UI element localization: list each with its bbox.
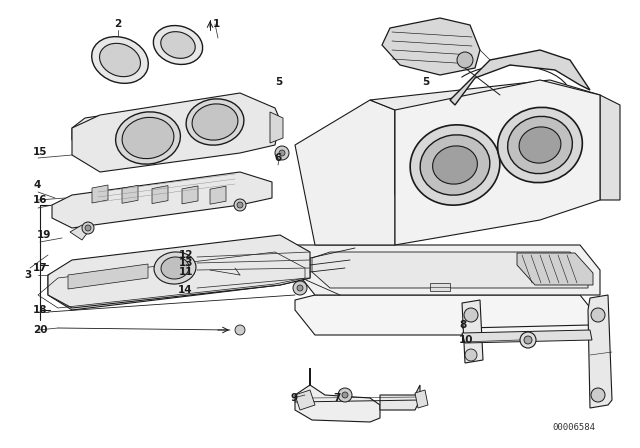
Polygon shape bbox=[295, 295, 600, 335]
Circle shape bbox=[591, 388, 605, 402]
Text: 9: 9 bbox=[291, 393, 298, 403]
Ellipse shape bbox=[433, 146, 477, 184]
Text: 10: 10 bbox=[459, 335, 474, 345]
Polygon shape bbox=[210, 186, 226, 204]
Polygon shape bbox=[370, 80, 600, 195]
Polygon shape bbox=[382, 18, 480, 75]
Polygon shape bbox=[312, 252, 588, 288]
Ellipse shape bbox=[420, 135, 490, 195]
Text: 12: 12 bbox=[179, 250, 193, 260]
Polygon shape bbox=[588, 295, 612, 408]
Polygon shape bbox=[70, 225, 88, 240]
Text: 6: 6 bbox=[274, 153, 281, 163]
Text: 00006584: 00006584 bbox=[552, 423, 595, 432]
Circle shape bbox=[342, 392, 348, 398]
Ellipse shape bbox=[161, 257, 189, 279]
Polygon shape bbox=[152, 185, 168, 203]
Polygon shape bbox=[295, 100, 395, 245]
Polygon shape bbox=[395, 80, 600, 245]
Circle shape bbox=[297, 285, 303, 291]
Circle shape bbox=[279, 150, 285, 156]
Text: 16: 16 bbox=[33, 195, 47, 205]
Ellipse shape bbox=[186, 99, 244, 145]
Polygon shape bbox=[295, 368, 380, 422]
Ellipse shape bbox=[498, 108, 582, 183]
Polygon shape bbox=[450, 50, 590, 105]
Text: 13: 13 bbox=[179, 258, 193, 268]
Polygon shape bbox=[270, 112, 283, 143]
Ellipse shape bbox=[116, 112, 180, 164]
Text: 2: 2 bbox=[115, 19, 122, 29]
Polygon shape bbox=[52, 172, 272, 228]
Ellipse shape bbox=[154, 26, 203, 65]
Polygon shape bbox=[72, 95, 280, 155]
Ellipse shape bbox=[100, 43, 140, 77]
Ellipse shape bbox=[122, 117, 174, 159]
Polygon shape bbox=[92, 185, 108, 203]
Circle shape bbox=[275, 146, 289, 160]
Polygon shape bbox=[122, 185, 138, 203]
Text: 7: 7 bbox=[333, 393, 340, 403]
Text: 5: 5 bbox=[422, 77, 429, 87]
Polygon shape bbox=[182, 186, 198, 204]
Text: 8: 8 bbox=[459, 320, 467, 330]
Circle shape bbox=[520, 332, 536, 348]
Circle shape bbox=[293, 281, 307, 295]
Polygon shape bbox=[72, 93, 280, 172]
Text: 1: 1 bbox=[213, 19, 220, 29]
Ellipse shape bbox=[519, 127, 561, 163]
Polygon shape bbox=[462, 300, 483, 363]
Ellipse shape bbox=[92, 37, 148, 83]
Text: 15: 15 bbox=[33, 147, 47, 157]
Polygon shape bbox=[68, 264, 148, 289]
Circle shape bbox=[465, 349, 477, 361]
Text: 20: 20 bbox=[33, 325, 47, 335]
Circle shape bbox=[338, 388, 352, 402]
Polygon shape bbox=[430, 283, 450, 291]
Polygon shape bbox=[295, 245, 600, 295]
Ellipse shape bbox=[410, 125, 500, 205]
Ellipse shape bbox=[508, 116, 572, 174]
Ellipse shape bbox=[192, 104, 238, 140]
Text: 5: 5 bbox=[275, 77, 282, 87]
Text: 17: 17 bbox=[33, 263, 47, 273]
Polygon shape bbox=[462, 330, 592, 343]
Text: 3: 3 bbox=[24, 270, 31, 280]
Polygon shape bbox=[48, 235, 310, 308]
Ellipse shape bbox=[154, 252, 196, 284]
Text: 19: 19 bbox=[37, 230, 51, 240]
Circle shape bbox=[235, 325, 245, 335]
Text: 18: 18 bbox=[33, 305, 47, 315]
Circle shape bbox=[464, 308, 478, 322]
Polygon shape bbox=[48, 242, 310, 310]
Text: 11: 11 bbox=[179, 267, 193, 277]
Polygon shape bbox=[380, 385, 420, 410]
Polygon shape bbox=[415, 390, 428, 408]
Circle shape bbox=[82, 222, 94, 234]
Circle shape bbox=[591, 308, 605, 322]
Polygon shape bbox=[295, 390, 315, 410]
Circle shape bbox=[457, 52, 473, 68]
Circle shape bbox=[237, 202, 243, 208]
Text: 4: 4 bbox=[33, 180, 40, 190]
Text: 14: 14 bbox=[177, 285, 192, 295]
Polygon shape bbox=[600, 95, 620, 200]
Circle shape bbox=[524, 336, 532, 344]
Polygon shape bbox=[517, 253, 593, 285]
Ellipse shape bbox=[161, 32, 195, 58]
Circle shape bbox=[234, 199, 246, 211]
Circle shape bbox=[85, 225, 91, 231]
